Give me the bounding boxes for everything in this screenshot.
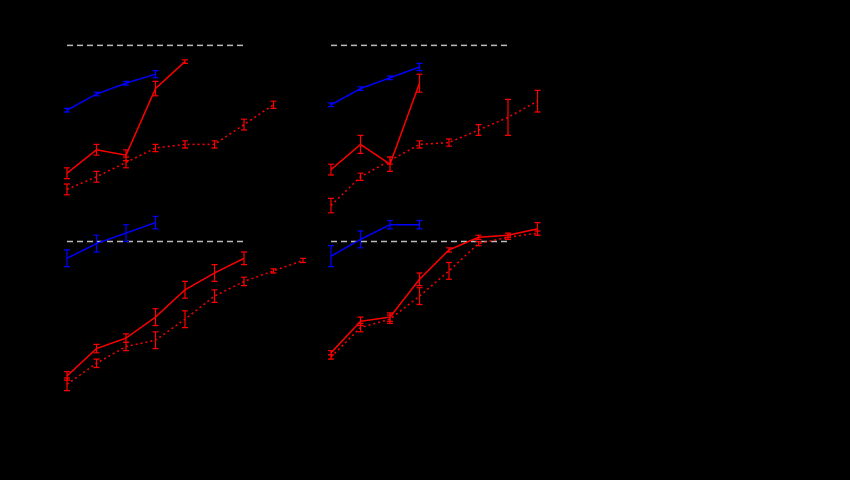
- error-bar: [416, 73, 423, 93]
- error-bar: [211, 264, 218, 282]
- error-bar: [64, 167, 70, 180]
- error-bar: [211, 140, 218, 149]
- error-bar: [505, 98, 511, 136]
- error-bar: [64, 183, 70, 196]
- error-bar: [505, 234, 511, 240]
- series-line: [330, 223, 420, 257]
- error-bar: [328, 354, 334, 360]
- error-bar: [152, 70, 159, 79]
- error-bar: [357, 86, 364, 91]
- error-bar: [328, 245, 334, 268]
- error-bar: [416, 272, 423, 287]
- series-line: [330, 66, 420, 106]
- error-bar: [93, 358, 100, 369]
- error-bar: [211, 289, 218, 303]
- error-bar: [152, 331, 159, 350]
- error-bar: [270, 100, 277, 109]
- error-bar: [357, 322, 364, 333]
- error-bar: [93, 234, 100, 253]
- error-bar: [123, 156, 129, 169]
- error-bar: [241, 251, 247, 266]
- error-bar: [387, 156, 393, 165]
- error-bar: [328, 197, 334, 214]
- error-bar: [123, 80, 129, 86]
- error-bar: [93, 143, 100, 156]
- error-bar: [416, 219, 423, 230]
- error-bar: [475, 240, 482, 247]
- error-bar: [446, 247, 452, 253]
- error-bar: [387, 75, 393, 81]
- error-bar: [328, 102, 334, 108]
- error-bar: [446, 261, 452, 280]
- error-bar: [64, 249, 70, 268]
- error-bar: [387, 219, 393, 230]
- error-bar: [182, 310, 188, 329]
- error-bar: [475, 234, 482, 240]
- error-bar: [152, 308, 159, 327]
- error-bar: [93, 91, 100, 97]
- error-bar: [241, 276, 247, 287]
- error-bar: [387, 314, 393, 324]
- error-bar: [152, 80, 159, 97]
- series-line: [66, 221, 156, 259]
- error-bar: [416, 140, 423, 149]
- error-bar: [270, 268, 277, 274]
- error-bar: [123, 341, 129, 352]
- error-bar: [123, 224, 129, 243]
- error-bar: [328, 163, 334, 176]
- error-bar: [182, 59, 188, 64]
- error-bar: [64, 377, 70, 392]
- error-bar: [64, 107, 70, 113]
- error-bar: [475, 124, 482, 136]
- series-line: [66, 73, 156, 111]
- series-line: [330, 82, 421, 171]
- error-bar: [93, 343, 100, 354]
- series-line: [330, 100, 538, 207]
- error-bar: [416, 62, 423, 72]
- error-bar: [446, 138, 452, 147]
- error-bar: [152, 143, 159, 153]
- error-bar: [241, 118, 247, 131]
- error-bar: [357, 230, 364, 249]
- error-bar: [300, 257, 306, 264]
- error-bar: [182, 140, 188, 149]
- error-bar: [357, 134, 364, 154]
- error-bar: [416, 287, 423, 306]
- series-line: [66, 104, 274, 191]
- error-bar: [534, 89, 541, 113]
- error-bar: [182, 280, 188, 299]
- error-bar: [534, 230, 541, 236]
- series-line: [330, 228, 538, 354]
- error-bar: [93, 170, 100, 183]
- error-bar: [357, 172, 364, 181]
- series-line: [330, 232, 538, 358]
- error-bar: [152, 215, 159, 230]
